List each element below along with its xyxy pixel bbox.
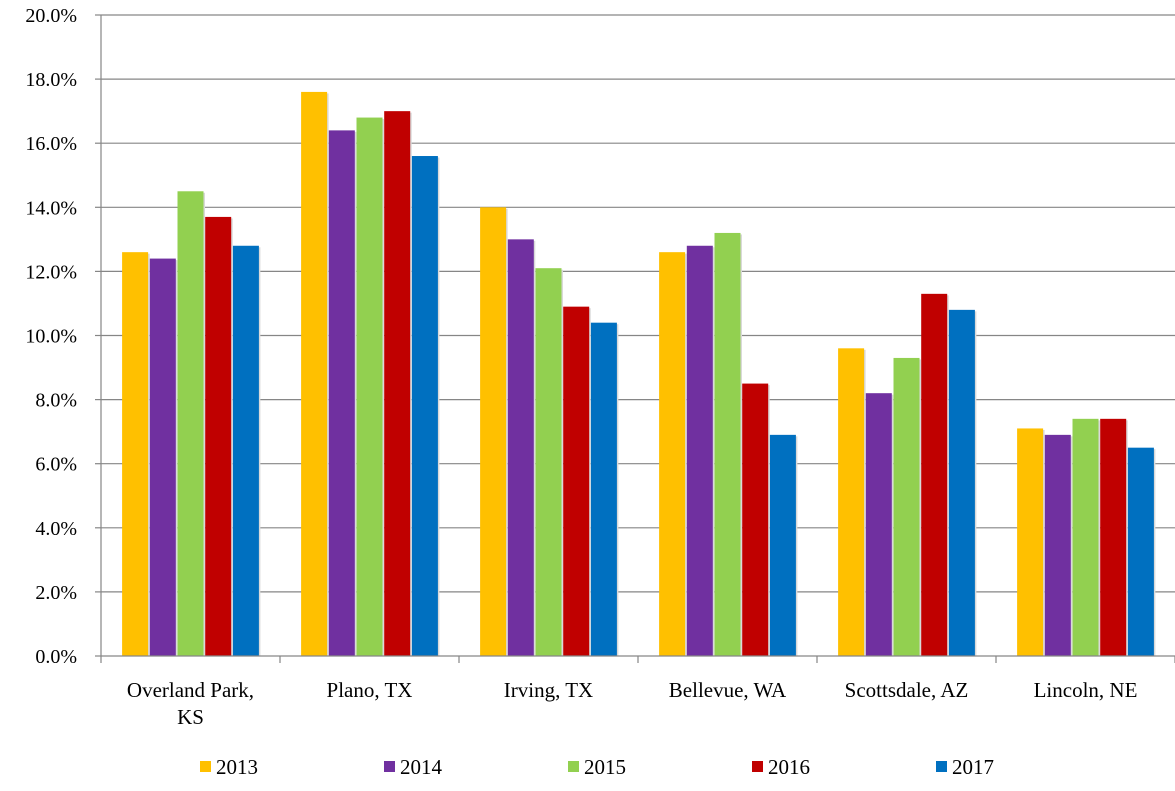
legend-item-2016: 2016 <box>752 755 810 779</box>
legend-item-2013: 2013 <box>200 755 258 779</box>
bar-2015-3 <box>714 232 741 656</box>
y-tick-label: 6.0% <box>35 454 77 476</box>
legend-label: 2015 <box>584 755 626 779</box>
y-tick-label: 18.0% <box>25 69 77 91</box>
bar-2017-5 <box>1127 447 1154 656</box>
bar-2014-2 <box>507 239 534 656</box>
legend-item-2014: 2014 <box>384 755 443 779</box>
category-label: Scottsdale, AZ <box>845 678 969 702</box>
bar-2013-5 <box>1017 428 1044 656</box>
y-tick-label: 12.0% <box>25 261 77 283</box>
bar-2015-5 <box>1072 418 1099 656</box>
y-tick-label: 20.0% <box>25 5 77 27</box>
bar-2016-4 <box>921 293 948 656</box>
bar-2013-0 <box>122 252 149 657</box>
y-tick-label: 2.0% <box>35 582 77 604</box>
legend-swatch <box>936 761 947 772</box>
bar-2015-1 <box>356 117 383 656</box>
bar-2016-3 <box>742 383 769 656</box>
bar-2014-5 <box>1044 434 1071 656</box>
bar-2013-2 <box>480 207 507 657</box>
y-tick-label: 0.0% <box>35 646 77 668</box>
legend-item-2017: 2017 <box>936 755 994 779</box>
category-label: Bellevue, WA <box>669 678 787 702</box>
category-label: Overland Park, KS <box>127 678 254 729</box>
bar-2014-1 <box>328 130 355 656</box>
bar-2014-4 <box>865 393 892 656</box>
y-tick-label: 14.0% <box>25 197 77 219</box>
bar-2016-1 <box>384 111 411 656</box>
y-tick-labels: 0.0% 2.0% 4.0% 6.0% 8.0% 10.0% 12.0% 14.0% 16.0%… <box>25 5 77 668</box>
y-tick-label: 8.0% <box>35 390 77 412</box>
bar-2017-1 <box>411 156 438 656</box>
bar-2017-3 <box>769 434 796 656</box>
legend-swatch <box>752 761 763 772</box>
bar-2013-1 <box>301 91 328 657</box>
legend-swatch <box>568 761 579 772</box>
bars <box>122 91 1156 657</box>
legend-swatch <box>200 761 211 772</box>
gridlines <box>101 14 1175 593</box>
bar-2016-2 <box>563 306 590 656</box>
bar-2013-3 <box>659 252 686 657</box>
legend-label: 2014 <box>400 755 443 779</box>
bar-2015-0 <box>177 191 204 656</box>
y-tick-label: 4.0% <box>35 518 77 540</box>
legend: 2013 2014 2015 2016 2017 <box>200 755 994 779</box>
category-label: Lincoln, NE <box>1034 678 1138 702</box>
legend-label: 2017 <box>952 755 994 779</box>
legend-label: 2013 <box>216 755 258 779</box>
bar-2015-4 <box>893 357 920 656</box>
y-tick-label: 10.0% <box>25 326 77 348</box>
bar-2016-5 <box>1100 418 1127 656</box>
category-label: Irving, TX <box>504 678 593 702</box>
bar-2013-4 <box>838 348 865 656</box>
legend-item-2015: 2015 <box>568 755 626 779</box>
bar-2015-2 <box>535 268 562 656</box>
bar-2014-3 <box>686 245 713 656</box>
bar-2017-4 <box>948 309 975 656</box>
y-tick-label: 16.0% <box>25 133 77 155</box>
bar-2016-0 <box>205 216 232 657</box>
axes <box>95 14 1175 663</box>
bar-2014-0 <box>149 258 176 656</box>
bar-2017-0 <box>232 245 259 656</box>
legend-swatch <box>384 761 395 772</box>
category-label: Plano, TX <box>327 678 413 702</box>
bar-2017-2 <box>590 322 617 656</box>
legend-label: 2016 <box>768 755 810 779</box>
category-labels: Overland Park, KS Plano, TX Irving, TX Belle… <box>127 678 1137 729</box>
